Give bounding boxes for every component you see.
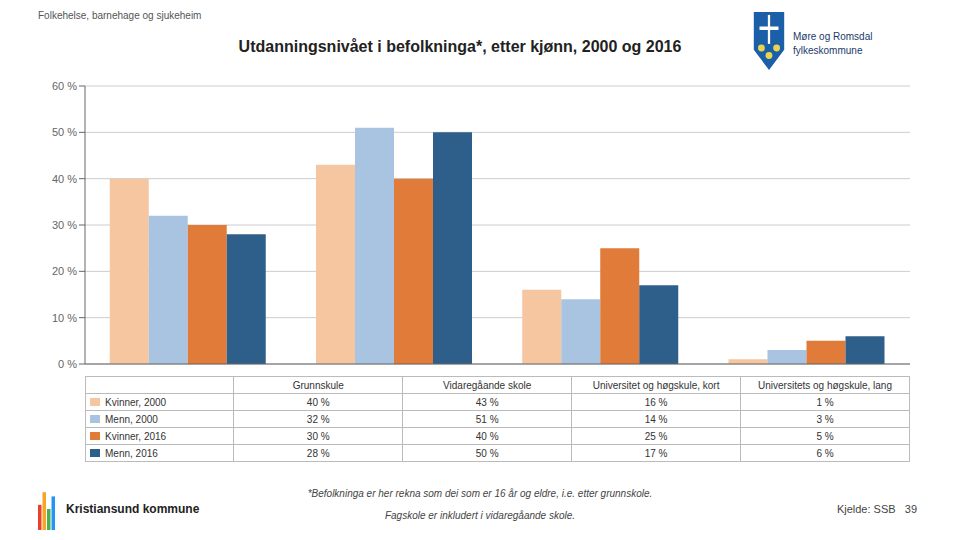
html-text:6 %: 6 % <box>816 447 834 459</box>
html-text:Vidaregåande skole: Vidaregåande skole <box>443 379 532 391</box>
svg-text:60 %: 60 % <box>52 80 77 92</box>
html-text:40 %: 40 % <box>306 396 330 408</box>
html-text:Folkehelse, barnehage og sjuke: Folkehelse, barnehage og sjukeheim <box>38 10 202 21</box>
html-text:Kjelde: SSB 39: Kjelde: SSB 39 <box>836 503 917 515</box>
html-text:Kristiansund kommune: Kristiansund kommune <box>66 502 200 516</box>
html-text:fylkeskommune: fylkeskommune <box>793 45 863 56</box>
svg-text:0 %: 0 % <box>58 358 77 370</box>
html-text:17 %: 17 % <box>644 447 668 459</box>
svg-text:40 %: 40 % <box>52 173 77 185</box>
svg-text:50 %: 50 % <box>52 126 77 138</box>
html-text:30 %: 30 % <box>306 430 330 442</box>
svg-text:20 %: 20 % <box>52 265 77 277</box>
html-text:28 %: 28 % <box>306 447 330 459</box>
html-text:16 %: 16 % <box>644 396 668 408</box>
html-text:32 %: 32 % <box>306 413 330 425</box>
html-text:Menn, 2016: Menn, 2016 <box>105 447 158 459</box>
html-text:Møre og Romsdal: Møre og Romsdal <box>793 31 873 42</box>
html-text:25 %: 25 % <box>644 430 668 442</box>
html-text:40 %: 40 % <box>475 430 499 442</box>
html-text:*Befolkninga er her rekna som: *Befolkninga er her rekna som dei som er… <box>307 488 653 499</box>
html-text:Universitet og høgskule, kort: Universitet og høgskule, kort <box>592 379 720 391</box>
html-text:51 %: 51 % <box>475 413 499 425</box>
svg-text:30 %: 30 % <box>52 219 77 231</box>
html-text:Kvinner, 2016: Kvinner, 2016 <box>105 430 167 442</box>
html-text:3 %: 3 % <box>816 413 834 425</box>
html-text:Menn, 2000: Menn, 2000 <box>105 413 158 425</box>
html-text:5 %: 5 % <box>816 430 834 442</box>
html-text:50 %: 50 % <box>475 447 499 459</box>
html-text:Fagskole er inkludert i vidare: Fagskole er inkludert i vidaregåande sko… <box>384 510 575 521</box>
html-text:Universitets og høgskule, lang: Universitets og høgskule, lang <box>758 379 892 391</box>
html-text:1 %: 1 % <box>816 396 834 408</box>
html-text:Grunnskule: Grunnskule <box>292 379 344 391</box>
html-text:Kvinner, 2000: Kvinner, 2000 <box>105 396 167 408</box>
html-text:43 %: 43 % <box>475 396 499 408</box>
html-text:Utdanningsnivået i befolkninga: Utdanningsnivået i befolkninga*, etter k… <box>238 38 682 55</box>
svg-text:10 %: 10 % <box>52 312 77 324</box>
html-text:14 %: 14 % <box>644 413 668 425</box>
